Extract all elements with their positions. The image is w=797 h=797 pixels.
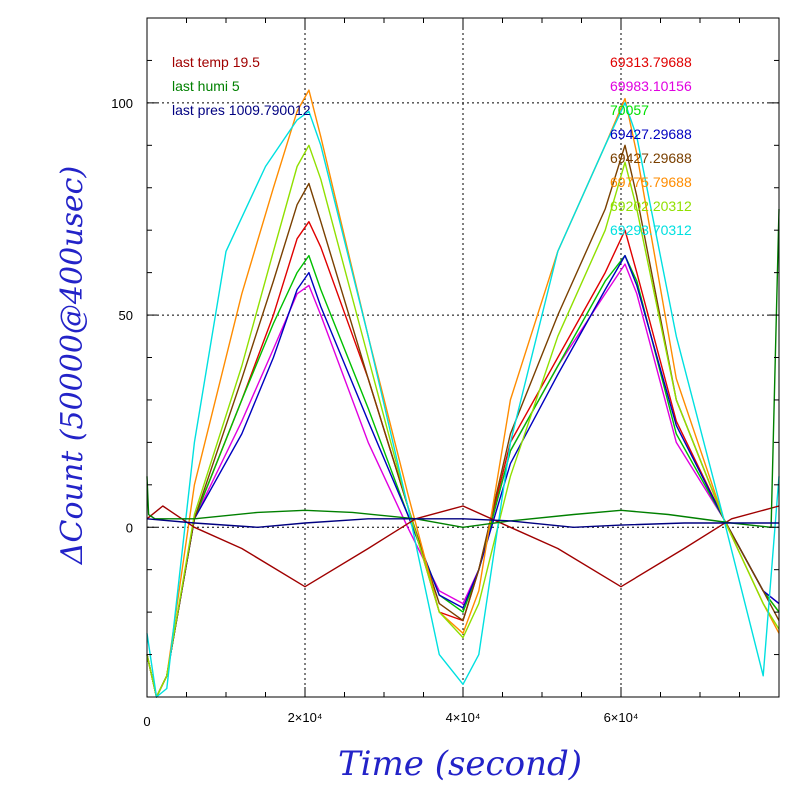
legend-left: last temp 19.5 last humi 5 last pres 1009.… — [172, 54, 311, 118]
series-line-8 — [146, 102, 780, 698]
y-axis-title: ΔCount (50000@400usec) — [55, 166, 90, 565]
legend-entry: 69202.20312 — [610, 198, 692, 214]
legend-entry: 69983.10156 — [610, 78, 692, 94]
series-line-10 — [146, 208, 780, 528]
legend-entry: 69293.70312 — [610, 222, 692, 238]
legend-entry: last pres 1009.790012 — [172, 102, 311, 118]
y-tick-label: 0 — [126, 520, 133, 535]
x-axis-title: Time (second) — [338, 744, 582, 784]
legend-entry: 69427.29688 — [610, 126, 692, 142]
legend-entry: 70057 — [610, 102, 649, 118]
y-tick-label: 50 — [119, 308, 133, 323]
series-lines — [146, 89, 780, 698]
series-line-4 — [146, 254, 780, 698]
series-line-5 — [146, 144, 780, 698]
y-tick-label: 100 — [111, 96, 133, 111]
series-line-11 — [146, 518, 779, 528]
x-tick-label: 2×10⁴ — [288, 710, 323, 725]
series-line-7 — [146, 144, 780, 698]
x-tick-label: 6×10⁴ — [604, 710, 639, 725]
x-tick-label: 4×10⁴ — [446, 710, 481, 725]
legend-entry: last temp 19.5 — [172, 54, 260, 70]
axis-ticks: 0 2×10⁴ 4×10⁴ 6×10⁴ 0 50 100 — [111, 17, 780, 729]
legend-entry: 69313.79688 — [610, 54, 692, 70]
legend-entry: 69427.29688 — [610, 150, 692, 166]
legend-right: 69313.79688 69983.10156 70057 69427.29688 69… — [610, 54, 692, 238]
legend-entry: last humi 5 — [172, 78, 240, 94]
series-line-9 — [146, 505, 780, 588]
legend-entry: 69775.79688 — [610, 174, 692, 190]
series-line-2 — [146, 263, 780, 698]
x-tick-label: 0 — [143, 714, 150, 729]
